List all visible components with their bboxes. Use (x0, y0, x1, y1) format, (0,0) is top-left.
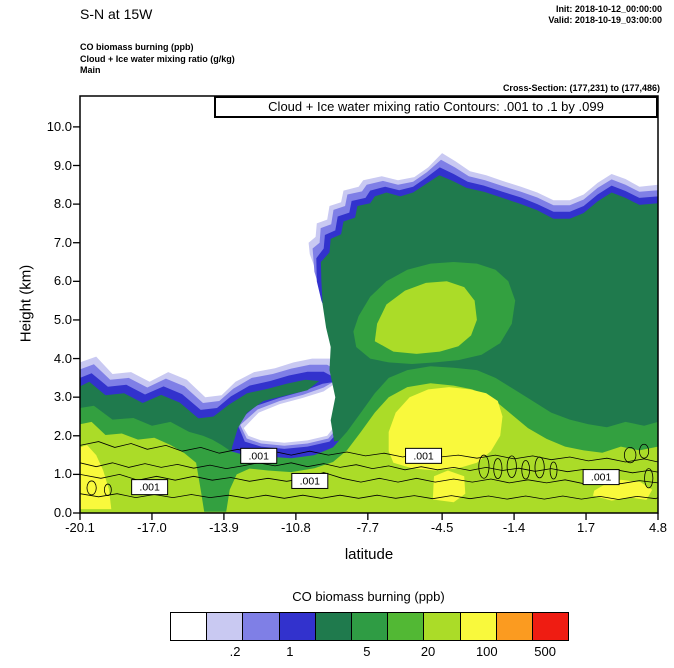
colorbar-segment (207, 613, 244, 640)
valid-time: Valid: 2018-10-19_03:00:00 (548, 15, 662, 26)
colorbar-segment (351, 613, 389, 640)
colorbar-tick-label: .2 (229, 644, 241, 659)
mixing-ratio-contour-loop (493, 458, 503, 480)
colorbar-tick-label: 1 (286, 644, 294, 659)
colorbar-tick-label: 5 (363, 644, 371, 659)
colorbar-segment (279, 613, 316, 640)
colorbar-title: CO biomass burning (ppb) (292, 589, 445, 604)
y-tick-label: 5.0 (53, 311, 72, 327)
fill-region-level-20 (80, 383, 658, 513)
y-tick-label: 7.0 (53, 234, 72, 250)
colorbar-segment (424, 613, 461, 640)
colorbar-segment (315, 613, 352, 640)
mixing-ratio-contour-loop (478, 454, 490, 479)
init-time: Init: 2018-10-12_00:00:00 (555, 4, 662, 14)
contour-label-text: .001 (249, 450, 270, 462)
contour-label-text: .001 (413, 450, 434, 462)
x-tick-label: -17.0 (137, 520, 167, 535)
x-tick-label: -13.9 (209, 520, 239, 535)
cross-section-coords: Cross-Section: (177,231) to (177,486) (502, 83, 660, 93)
colorbar-segment (243, 613, 280, 640)
x-tick-label: -7.7 (356, 520, 380, 535)
colorbar-segment (496, 613, 533, 640)
contour-label-box (240, 447, 278, 464)
y-tick-label: 6.0 (53, 273, 72, 289)
y-tick-label: 10.0 (46, 118, 72, 134)
mixing-ratio-contour-loop (644, 468, 654, 489)
mixing-ratio-contour-loop (521, 460, 531, 480)
y-tick-label: 8.0 (53, 196, 72, 212)
mixing-ratio-contour-line (80, 472, 658, 485)
x-tick-label: -1.4 (502, 520, 526, 535)
colorbar-segment (388, 613, 425, 640)
colorbar-segment (460, 613, 497, 640)
x-tick-label: -4.5 (430, 520, 454, 535)
contour-label-box (131, 479, 169, 496)
contour-label-text: .001 (300, 475, 321, 487)
contour-info-box: Cloud + Ice water mixing ratio Contours:… (214, 96, 658, 118)
colorbar-segment (532, 613, 569, 640)
contour-label-box (582, 469, 620, 486)
colorbar-tick-label: 500 (534, 644, 557, 659)
line-field-label: Cloud + Ice water mixing ratio (g/kg) (80, 53, 235, 64)
page-title: S-N at 15W (80, 6, 153, 22)
y-tick-label: 1.0 (53, 466, 72, 482)
mixing-ratio-contour-loop (506, 455, 517, 478)
mixing-ratio-contour-loop (639, 443, 650, 459)
colorbar-segment (171, 613, 208, 640)
mixing-ratio-contour-loop (534, 456, 545, 479)
contour-label-text: .001 (139, 482, 160, 494)
contour-label-text: .001 (591, 472, 612, 484)
fill-region-level-100 (432, 470, 466, 503)
field-legend: CO biomass burning (ppb) Cloud + Ice wat… (80, 42, 235, 77)
mixing-ratio-contour-line (80, 493, 658, 500)
mixing-ratio-contour-line (80, 462, 658, 474)
mixing-ratio-contour-loop (103, 483, 112, 497)
run-time-info: Init: 2018-10-12_00:00:00 Valid: 2018-10… (548, 4, 662, 27)
x-tick-label: 1.7 (576, 520, 596, 535)
grid-label: Main (80, 65, 101, 76)
fill-field-label: CO biomass burning (ppb) (80, 42, 194, 52)
x-tick-label: -10.8 (281, 520, 311, 535)
contour-field: .001 .001 .001 .001 .001 (80, 153, 658, 513)
fill-region-level-20 (374, 281, 477, 354)
mixing-ratio-contour-loop (86, 480, 97, 496)
colorbar-tick-label: 100 (475, 644, 498, 659)
mixing-ratio-contour-line (80, 441, 658, 463)
colorbar (170, 612, 569, 641)
y-axis-label: Height (km) (17, 264, 35, 343)
y-tick-label: 0.0 (53, 505, 72, 520)
mixing-ratio-contour-loop (549, 461, 558, 480)
y-tick-label: 3.0 (53, 389, 72, 405)
colorbar-tick-label: 20 (420, 644, 436, 659)
x-axis-label: latitude (344, 546, 394, 563)
y-tick-label: 4.0 (53, 350, 72, 366)
x-tick-label: -20.1 (65, 520, 95, 535)
mixing-ratio-contour-loop (623, 446, 637, 464)
y-tick-label: 9.0 (53, 157, 72, 173)
y-tick-label: 2.0 (53, 427, 72, 443)
x-tick-label: 4.8 (648, 520, 668, 535)
contour-label-box (405, 447, 443, 464)
contour-label-box (291, 472, 329, 489)
